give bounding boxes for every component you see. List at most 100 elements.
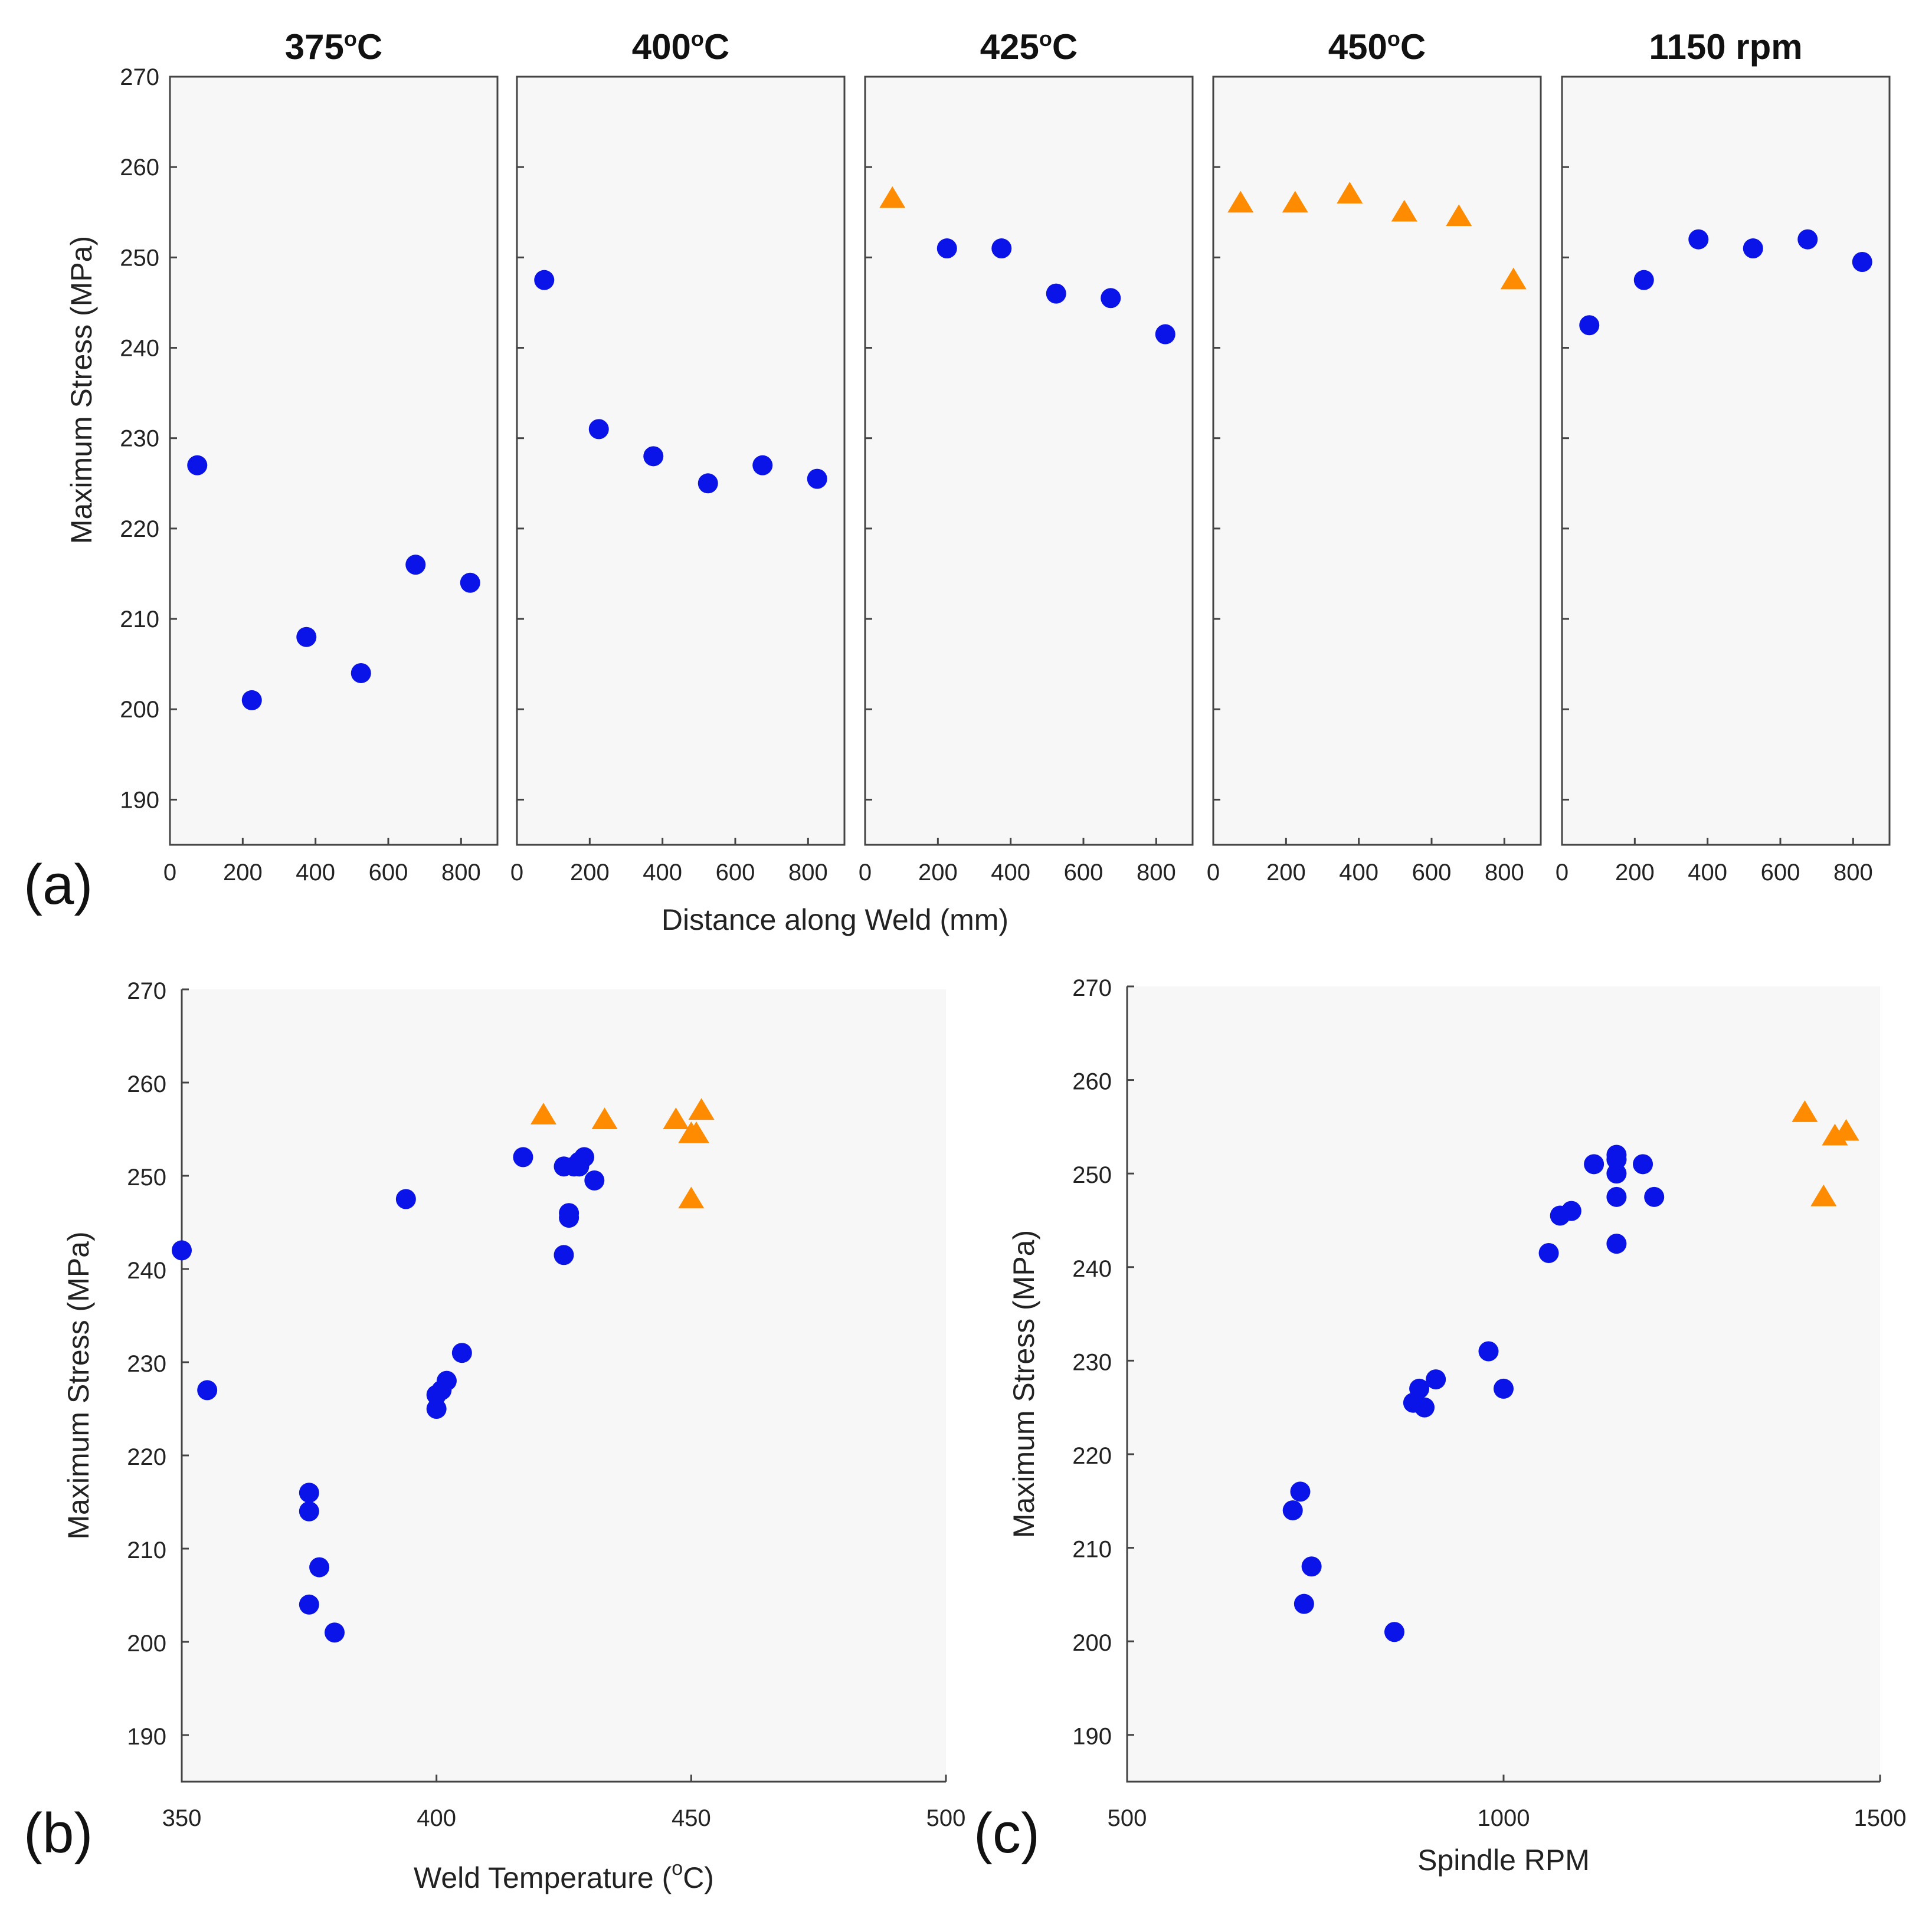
data-point-circle (1046, 283, 1066, 304)
x-tick-label: 0 (163, 860, 176, 886)
data-point-circle (197, 1380, 218, 1401)
y-tick-label: 270 (1072, 975, 1112, 1001)
x-tick-label: 1000 (1478, 1805, 1530, 1831)
data-point-circle (241, 690, 262, 710)
x-axis-label: Distance along Weld (mm) (662, 903, 1008, 936)
y-tick-label: 210 (127, 1537, 166, 1563)
y-tick-label: 190 (120, 787, 159, 813)
x-tick-label: 600 (1412, 860, 1452, 886)
data-point-circle (299, 1501, 319, 1521)
x-axis-label: Weld Temperature (oC) (414, 1857, 714, 1894)
data-point-circle (1579, 315, 1600, 336)
panel-b: 190 200 210 220 230 240 250 260 270 350 400 450 500 W… (24, 978, 965, 1894)
data-point-triangle (591, 1107, 618, 1129)
y-tick-label: 200 (127, 1631, 166, 1657)
data-point-triangle (879, 186, 906, 208)
y-tick-label: 250 (120, 245, 159, 271)
x-tick-label: 400 (1688, 860, 1727, 886)
data-point-circle (1494, 1378, 1514, 1399)
data-point-circle (588, 419, 609, 440)
data-point-circle (1384, 1622, 1404, 1642)
data-point-circle (1606, 1186, 1627, 1207)
x-axis-label: Spindle RPM (1417, 1844, 1590, 1877)
subplot-2: 400oC 0 200 400 600 800 (510, 27, 846, 886)
data-point-circle (460, 572, 480, 593)
x-tick-label: 800 (1833, 860, 1873, 886)
data-point-circle (534, 270, 555, 290)
y-tick-label: 200 (120, 697, 159, 723)
data-point-triangle (663, 1107, 689, 1129)
data-point-circle (1101, 288, 1121, 309)
x-tick-label: 400 (991, 860, 1030, 886)
subplot-title: 400oC (632, 27, 729, 67)
x-tick-label: 500 (1108, 1805, 1147, 1831)
data-point-circle (309, 1557, 330, 1578)
data-point-triangle (1337, 182, 1363, 204)
data-point-circle (1155, 324, 1175, 345)
data-point-triangle (1446, 204, 1472, 227)
subplot-title: 375oC (285, 27, 382, 67)
y-tick-label: 260 (1072, 1069, 1112, 1095)
plot-frame (1561, 76, 1891, 846)
y-tick-label: 270 (120, 64, 159, 90)
data-point-circle (1290, 1481, 1311, 1502)
y-tick-label: 230 (127, 1351, 166, 1377)
panel-label: (b) (24, 1802, 93, 1865)
data-point-circle (991, 238, 1012, 259)
data-point-triangle (1792, 1100, 1818, 1122)
x-tick-label: 800 (1485, 860, 1524, 886)
data-point-circle (426, 1399, 447, 1419)
data-point-circle (574, 1147, 595, 1168)
x-tick-label: 0 (1556, 860, 1568, 886)
y-axis-label: Maximum Stress (MPa) (1007, 1230, 1040, 1538)
data-point-circle (1852, 252, 1872, 273)
y-axis-label: Maximum Stress (MPa) (65, 236, 98, 544)
y-tick-label: 220 (1072, 1443, 1112, 1469)
y-tick-label: 210 (120, 606, 159, 632)
x-tick-label: 600 (716, 860, 755, 886)
y-tick-label: 240 (127, 1258, 166, 1284)
plot-area (182, 989, 946, 1782)
plot-frame (169, 76, 499, 846)
x-tick-label: 200 (1266, 860, 1306, 886)
data-point-circle (1538, 1242, 1559, 1263)
data-point-circle (643, 446, 664, 467)
y-tick-label: 250 (127, 1165, 166, 1191)
data-point-circle (1561, 1201, 1581, 1221)
x-tick-label: 0 (859, 860, 872, 886)
data-point-circle (296, 627, 317, 647)
data-point-circle (1301, 1556, 1322, 1577)
y-tick-label: 230 (1072, 1349, 1112, 1375)
x-tick-label: 800 (441, 860, 481, 886)
panel-a: 375oC 190 200 210 220 230 240 250 260 270 0 200 400 6… (24, 27, 1891, 936)
subplot-4: 450oC 0 200 400 600 800 (1207, 27, 1542, 886)
data-point-circle (752, 455, 773, 476)
panel-c: 190 200 210 220 230 240 250 260 270 500 1000 1500 Sp… (974, 975, 1906, 1877)
subplot-title: 450oC (1328, 27, 1426, 67)
x-tick-label: 200 (1615, 860, 1655, 886)
data-point-circle (1644, 1186, 1665, 1207)
data-point-circle (1633, 1154, 1653, 1175)
y-tick-label: 240 (1072, 1256, 1112, 1282)
data-point-triangle (530, 1103, 557, 1125)
data-point-circle (451, 1343, 472, 1363)
data-point-circle (554, 1245, 574, 1265)
data-point-circle (1426, 1369, 1446, 1390)
data-point-circle (1606, 1234, 1627, 1254)
data-point-circle (698, 473, 718, 494)
data-point-circle (1478, 1341, 1499, 1362)
data-point-circle (1797, 229, 1818, 250)
data-point-circle (299, 1483, 319, 1503)
x-tick-label: 600 (369, 860, 408, 886)
x-tick-label: 600 (1761, 860, 1800, 886)
data-point-circle (351, 663, 371, 683)
x-tick-label: 400 (1339, 860, 1378, 886)
x-tick-label: 200 (570, 860, 610, 886)
data-point-circle (1688, 229, 1709, 250)
data-point-triangle (1282, 191, 1308, 213)
x-tick-label: 1500 (1854, 1805, 1907, 1831)
data-point-triangle (1391, 199, 1417, 222)
data-point-triangle (683, 1121, 710, 1143)
y-tick-label: 190 (1072, 1724, 1112, 1750)
y-tick-label: 230 (120, 426, 159, 452)
